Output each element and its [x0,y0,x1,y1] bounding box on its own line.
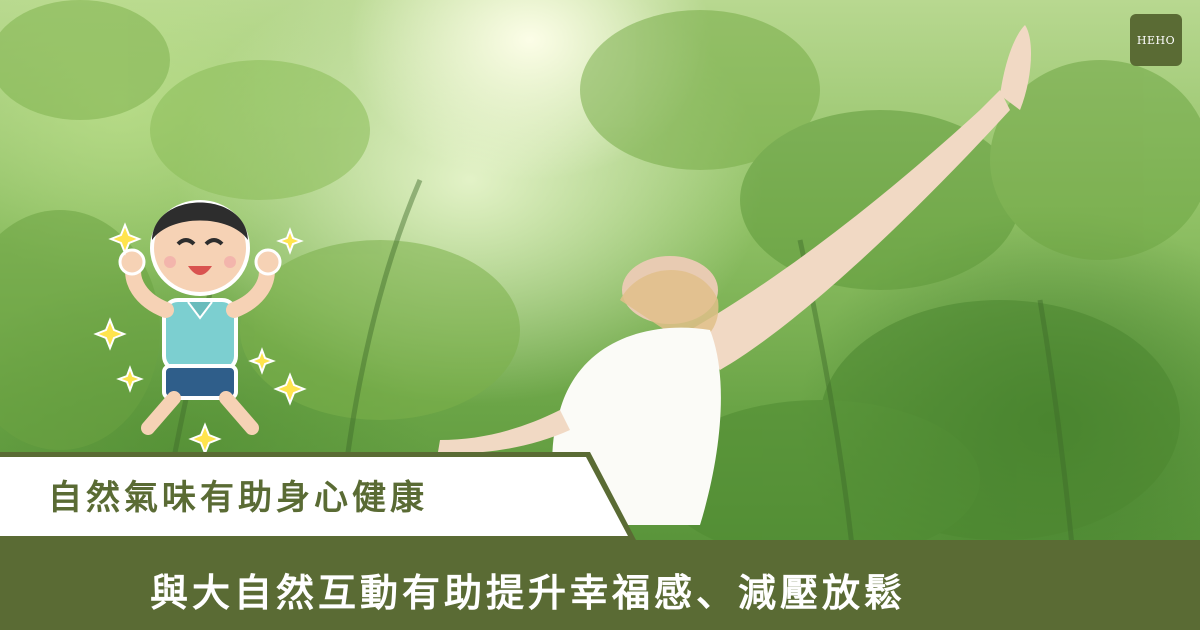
subtitle-banner: 自然氣味有助身心健康 [0,452,640,542]
headline-banner: 與大自然互動有助提升幸福感、減壓放鬆 [0,540,1200,630]
headline-text: 與大自然互動有助提升幸福感、減壓放鬆 [150,571,907,615]
logo-text: HEHO [1136,33,1176,47]
subtitle-text: 自然氣味有助身心健康 [48,478,428,518]
heho-logo: HEHO [1130,14,1182,66]
subtitle-banner-shape [0,452,636,540]
